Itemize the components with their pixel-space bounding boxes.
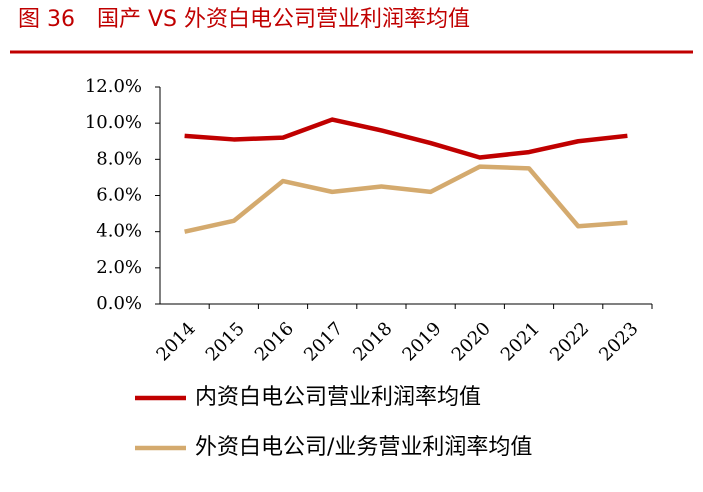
x-tick-label: 2016	[251, 318, 298, 365]
y-tick-label: 6.0%	[96, 185, 142, 206]
x-tick-label: 2018	[349, 318, 396, 365]
x-tick-label: 2019	[398, 318, 445, 365]
x-tick-label: 2021	[497, 318, 544, 365]
x-tick-label: 2015	[202, 318, 249, 365]
y-tick-label: 12.0%	[85, 76, 142, 97]
x-tick-label: 2023	[595, 318, 642, 365]
y-tick-label: 8.0%	[96, 148, 142, 169]
legend-label: 外资白电公司/业务营业利润率均值	[195, 435, 532, 460]
series-line	[184, 117, 628, 160]
y-tick-label: 4.0%	[96, 221, 142, 242]
x-tick-label: 2017	[300, 318, 347, 365]
x-tick-label: 2020	[448, 318, 495, 365]
x-tick-label: 2014	[152, 318, 199, 365]
series-line	[184, 164, 628, 234]
x-tick-label: 2022	[546, 318, 593, 365]
chart-title: 图 36 国产 VS 外资白电公司营业利润率均值	[18, 7, 470, 32]
y-tick-label: 10.0%	[85, 112, 142, 133]
legend-label: 内资白电公司营业利润率均值	[195, 385, 481, 410]
y-tick-label: 0.0%	[96, 293, 142, 314]
y-tick-label: 2.0%	[96, 257, 142, 278]
